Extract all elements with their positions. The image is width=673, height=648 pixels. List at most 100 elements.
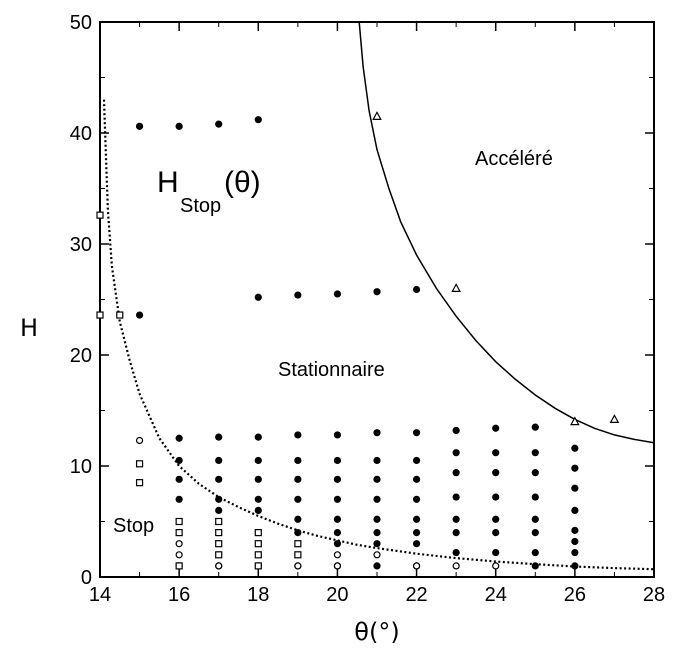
point-filled-circle: [175, 475, 183, 483]
y-tick-label: 0: [81, 567, 92, 589]
x-tick-label: 16: [168, 584, 190, 606]
point-filled-circle: [254, 495, 262, 503]
point-filled-circle: [531, 515, 539, 523]
point-filled-circle: [175, 122, 183, 130]
point-filled-circle: [373, 495, 381, 503]
point-filled-circle: [294, 291, 302, 299]
point-filled-circle: [412, 495, 421, 503]
point-open-square: [254, 551, 262, 559]
y-tick-label: 10: [70, 456, 92, 478]
point-filled-circle: [571, 537, 579, 546]
point-filled-circle: [492, 469, 500, 477]
point-open-square: [215, 528, 223, 537]
point-filled-circle: [452, 469, 460, 477]
point-filled-circle: [294, 495, 302, 503]
point-filled-circle: [452, 548, 460, 557]
point-filled-circle: [492, 548, 500, 557]
point-filled-circle: [492, 493, 500, 501]
point-filled-circle: [333, 540, 342, 548]
point-open-circle: [412, 562, 421, 570]
acceleration-boundary-curve: [358, 22, 654, 444]
point-filled-circle: [333, 290, 342, 298]
point-filled-circle: [333, 431, 342, 439]
point-open-circle: [333, 551, 342, 559]
region-label-accelere: Accéléré: [475, 148, 553, 170]
point-filled-circle: [452, 449, 460, 457]
point-filled-circle: [215, 456, 223, 465]
point-filled-circle: [571, 506, 579, 514]
point-filled-circle: [215, 475, 223, 483]
point-filled-circle: [373, 475, 381, 483]
point-filled-circle: [254, 475, 262, 483]
point-open-triangle: [570, 416, 580, 426]
point-filled-circle: [531, 423, 539, 431]
point-open-circle: [492, 562, 500, 570]
point-open-square: [254, 528, 262, 537]
point-filled-circle: [373, 540, 381, 548]
point-filled-circle: [215, 506, 223, 514]
point-open-square: [215, 551, 223, 559]
point-filled-circle: [215, 495, 223, 503]
point-filled-circle: [412, 515, 421, 523]
point-open-circle: [135, 436, 144, 445]
y-axis-title: H: [20, 314, 38, 342]
point-filled-circle: [333, 495, 342, 503]
point-filled-circle: [531, 493, 539, 501]
point-filled-circle: [571, 526, 579, 534]
point-open-circle: [215, 562, 223, 570]
x-tick-label: 18: [247, 584, 269, 606]
point-open-circle: [373, 551, 381, 559]
hstop-label-sub: Stop: [180, 195, 221, 217]
point-open-square: [215, 540, 223, 548]
point-open-triangle: [372, 111, 382, 120]
point-filled-circle: [294, 475, 302, 483]
region-label-stop: Stop: [113, 515, 154, 537]
point-filled-circle: [294, 515, 302, 523]
point-open-square: [215, 517, 223, 526]
point-filled-circle: [492, 515, 500, 523]
point-filled-circle: [373, 456, 381, 465]
point-filled-circle: [571, 444, 579, 452]
point-filled-circle: [412, 475, 421, 483]
point-open-square: [175, 517, 183, 526]
point-filled-circle: [412, 540, 421, 548]
ticks: 14 16 18 20 22 24 26 28 0 10 20 30 40 50: [70, 12, 665, 606]
y-tick-label: 20: [70, 345, 92, 367]
point-filled-circle: [531, 548, 539, 557]
point-filled-circle: [254, 433, 262, 441]
x-tick-label: 28: [643, 584, 665, 606]
point-filled-circle: [452, 515, 460, 523]
hstop-label-main: H: [157, 166, 179, 199]
point-filled-circle: [571, 548, 579, 557]
point-filled-circle: [373, 515, 381, 523]
point-filled-circle: [294, 431, 302, 439]
y-tick-label: 40: [70, 123, 92, 145]
y-tick-label: 30: [70, 234, 92, 256]
point-filled-circle: [254, 293, 262, 301]
point-open-square: [254, 540, 262, 548]
point-open-circle: [175, 540, 183, 548]
point-open-square: [96, 311, 104, 319]
x-axis-title: θ(°): [354, 618, 399, 646]
point-open-circle: [333, 562, 342, 570]
point-filled-circle: [412, 285, 421, 294]
point-filled-circle: [531, 469, 539, 477]
point-open-circle: [294, 562, 302, 570]
point-filled-circle: [373, 288, 381, 296]
x-tick-label: 20: [326, 584, 348, 606]
point-filled-circle: [412, 529, 421, 537]
point-filled-circle: [373, 529, 381, 537]
x-tick-label: 24: [485, 584, 507, 606]
point-filled-circle: [492, 529, 500, 537]
point-filled-circle: [333, 475, 342, 483]
plot-frame: [99, 21, 655, 578]
point-filled-circle: [215, 433, 223, 441]
point-filled-circle: [333, 456, 342, 465]
point-filled-circle: [175, 495, 183, 503]
point-filled-circle: [254, 456, 262, 465]
point-filled-circle: [571, 484, 579, 492]
point-filled-circle: [135, 122, 144, 130]
point-filled-circle: [531, 562, 539, 570]
data-points: [96, 111, 620, 570]
